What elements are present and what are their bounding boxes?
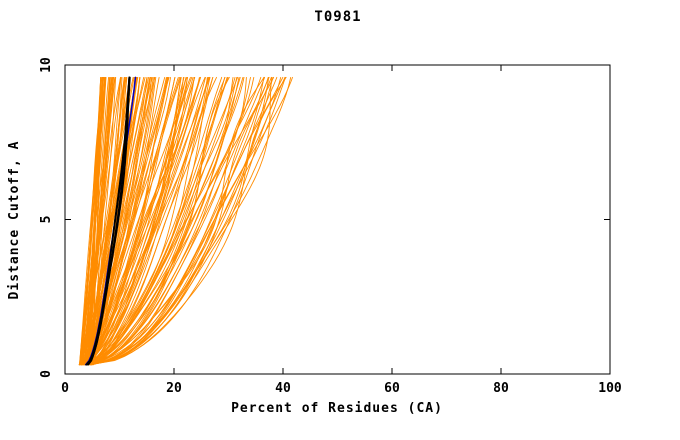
axis-tick-labels: 0 20 40 60 80 100 0 5 10 [39, 57, 622, 396]
orange-model-curves-curve [81, 76, 194, 366]
x-tick-label: 60 [384, 381, 400, 396]
orange-model-curves-curve [90, 76, 154, 366]
y-tick-label: 5 [39, 216, 54, 224]
y-tick-label: 10 [39, 57, 54, 73]
x-tick-label: 20 [166, 381, 182, 396]
x-tick-label: 100 [598, 381, 622, 396]
orange-model-curves-curve [89, 76, 292, 366]
orange-model-curves-curve [81, 76, 255, 366]
orange-model-curves-curve [86, 76, 208, 366]
orange-model-curves-curve [79, 76, 265, 366]
orange-model-curves-curve [86, 76, 230, 366]
orange-model-curves-curve [80, 76, 102, 366]
orange-model-curves-curve [87, 76, 182, 366]
orange-model-curves-curve [88, 76, 111, 366]
x-tick-label: 80 [493, 381, 509, 396]
orange-model-curves-curve [92, 76, 217, 366]
orange-model-curves-curve [80, 76, 269, 366]
orange-model-curves-curve [89, 76, 152, 366]
chart-title: T0981 [314, 9, 361, 25]
orange-model-curves-curve [86, 76, 103, 366]
orange-model-curves-curve [82, 76, 181, 366]
orange-model-curves-curve [82, 76, 272, 366]
orange-model-curves-curve [87, 76, 266, 366]
orange-model-curves-curve [84, 76, 209, 366]
orange-model-curves-curve [84, 76, 286, 366]
axes-frame [64, 64, 611, 375]
orange-model-curves-curve [79, 76, 270, 366]
orange-model-curves-curve [80, 76, 156, 366]
orange-model-curves-curve [82, 76, 238, 366]
black-best-model-curves-curve [87, 76, 131, 366]
y-axis-label: Distance Cutoff, A [7, 141, 22, 300]
orange-model-curves-curve [82, 76, 191, 366]
orange-model-curves-curve [92, 76, 210, 366]
orange-model-curves-curve [85, 76, 105, 366]
orange-model-curves-curve [90, 76, 236, 366]
x-axis-label: Percent of Residues (CA) [231, 401, 443, 416]
orange-model-curves-curve [84, 76, 223, 366]
orange-model-curves-curve [90, 76, 274, 366]
orange-model-curves-curve [88, 76, 244, 366]
x-tick-label: 40 [275, 381, 291, 396]
orange-model-curves-curve [85, 76, 211, 366]
orange-model-curves-curve [80, 76, 234, 366]
x-tick-label: 0 [61, 381, 69, 396]
orange-model-curves-curve [84, 76, 239, 366]
curve-series [78, 76, 293, 366]
y-tick-label: 0 [39, 370, 54, 378]
orange-model-curves-curve [84, 76, 169, 366]
orange-model-curves-curve [82, 76, 286, 366]
orange-model-curves-curve [80, 76, 293, 366]
